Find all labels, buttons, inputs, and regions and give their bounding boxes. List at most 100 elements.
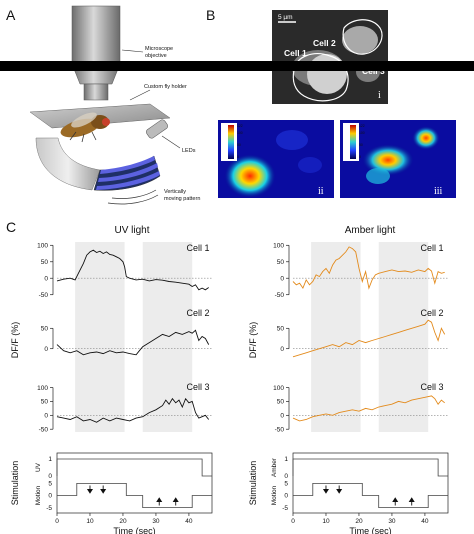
microscope-objective-icon [71,5,121,101]
motion-arrow-up-icon [172,497,179,506]
motion-arrow-down-icon [86,485,93,494]
light-tick-label: 0 [284,473,288,480]
colorbar-tick-label: 122 [237,124,243,128]
light-trace [292,458,448,477]
motion-arrow-up-icon [408,497,415,506]
cell-label-1: Cell 1 [284,48,307,58]
panel-a-letter: A [6,7,16,23]
motion-trace [57,483,212,508]
x-tick-label: 40 [185,518,193,525]
overlay-bar [0,61,474,71]
colorbar-tick-label: 100 [359,131,365,135]
stimulus-band-1 [378,242,429,432]
y-tick-label: -50 [275,426,285,433]
light-tick-label: 1 [48,456,52,463]
y-tick-label: 0 [44,346,48,353]
motion-tick-label: 0 [284,493,288,500]
colorbar-tick-label: 0 [237,155,239,159]
light-axis-label: Amber [271,457,278,477]
trace-cell-3 [56,397,210,423]
colorbar-tick-label: 0 [359,155,361,159]
motion-tick-label: 0 [48,493,52,500]
motion-arrow-down-icon [336,485,343,494]
y-tick-label: 0 [44,413,48,420]
x-tick-label: 30 [152,518,160,525]
stimulation-box [292,452,449,514]
y-tick-label: 100 [273,385,284,392]
motion-arrow-down-icon [100,485,107,494]
y-axis-label: DF/F (%) [10,322,20,359]
y-tick-label: 50 [277,326,285,333]
stimulation-label: Stimulation [248,461,258,506]
subpanel-ii: ii [318,186,324,197]
label-pattern-line2: moving pattern [164,196,200,202]
y-tick-label: 0 [280,275,284,282]
motion-tick-label: -5 [46,505,52,512]
chart-title: Amber light [345,225,396,236]
cell-label-2: Cell 2 [313,38,336,48]
series-label: Cell 1 [420,243,443,253]
motion-tick-label: -5 [282,505,288,512]
stimulus-band-1 [142,242,193,432]
micrograph-i: 5 µm Cell 1 Cell 2 Cell 3 i [272,10,388,104]
motion-axis-label: Motion [35,485,42,505]
y-tick-label: 50 [41,326,49,333]
stimulation-label: Stimulation [10,461,20,506]
series-label: Cell 2 [420,308,443,318]
panel-b-letter: B [206,7,215,23]
motion-arrow-up-icon [392,497,399,506]
motion-arrow-up-icon [156,497,163,506]
y-tick-label: 50 [41,259,49,266]
x-tick-label: 10 [322,518,330,525]
x-tick-label: 0 [291,518,295,525]
y-tick-label: 0 [280,413,284,420]
motion-trace [293,483,448,508]
y-axis-label: DF/F (%) [248,322,258,359]
stimulation-box [56,452,213,514]
x-tick-label: 0 [55,518,59,525]
series-label: Cell 1 [186,243,209,253]
panel-c-letter: C [6,219,16,235]
y-tick-label: 0 [280,346,284,353]
x-tick-label: 40 [421,518,429,525]
y-tick-label: 100 [37,385,48,392]
motion-tick-label: 5 [284,481,288,488]
label-leds: LEDs [182,148,196,154]
stimulus-band-0 [311,242,361,432]
moving-pattern-drum [35,137,161,191]
colorbar-tick-label: 122 [359,124,365,128]
x-tick-label: 20 [119,518,127,525]
x-axis-label: Time (sec) [113,526,155,534]
colorbar-tick-label: 100 [237,131,243,135]
y-tick-label: 50 [277,399,285,406]
label-objective-line1: Microscope [145,46,173,52]
subpanel-iii: iii [434,186,443,197]
motion-axis-label: Motion [271,485,278,505]
y-tick-label: -50 [275,292,285,299]
motion-tick-label: 5 [48,481,52,488]
y-tick-label: 100 [273,242,284,249]
y-tick-label: -50 [39,426,49,433]
heatmap-ii: ii 122 100 50 0 [218,120,334,198]
chart-title: UV light [114,225,149,236]
stimulus-band-0 [75,242,125,432]
x-tick-label: 20 [355,518,363,525]
colorbar-tick-label: 50 [237,143,241,147]
y-tick-label: -50 [39,292,49,299]
subpanel-i: i [378,90,381,101]
light-axis-label: UV [35,462,42,472]
light-tick-label: 1 [284,456,288,463]
y-tick-label: 100 [37,242,48,249]
trace-cell-3 [292,395,445,422]
label-pattern-line1: Vertically [164,189,186,195]
x-tick-label: 30 [388,518,396,525]
x-tick-label: 10 [86,518,94,525]
light-tick-label: 0 [48,473,52,480]
panel-b: B 5 µm Cell 1 Cell 2 Cell 3 i [206,7,456,198]
heatmap-iii: iii 122 100 50 0 [340,120,456,198]
trace-cell-1 [56,249,209,291]
light-trace [56,458,212,477]
